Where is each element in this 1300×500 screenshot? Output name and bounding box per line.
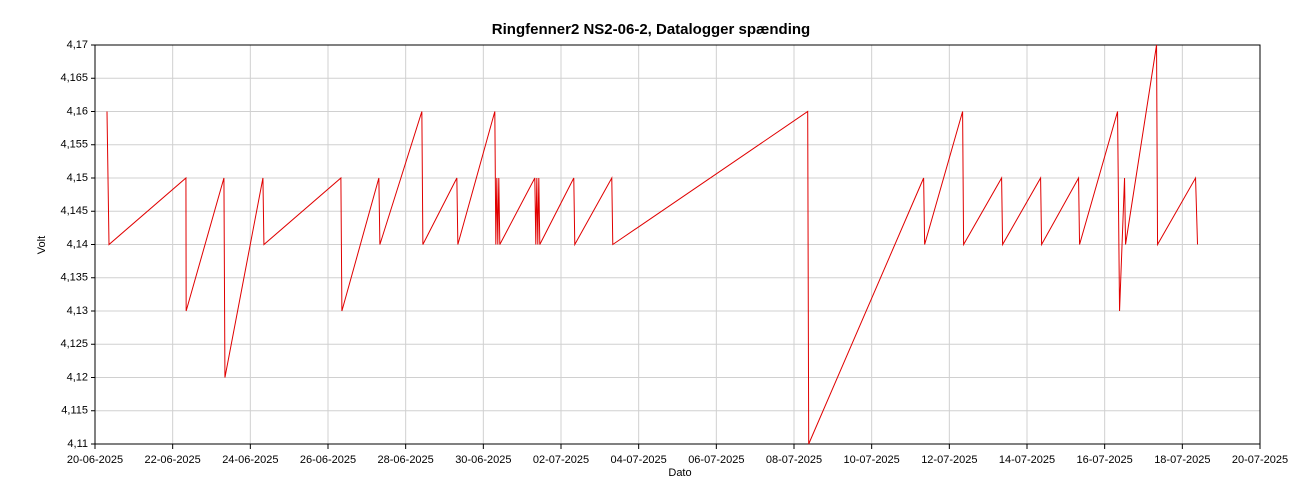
y-tick-label: 4,115: [61, 405, 88, 417]
x-tick-label: 10-07-2025: [844, 454, 900, 466]
x-tick-label: 28-06-2025: [378, 454, 434, 466]
x-tick-label: 20-07-2025: [1232, 454, 1288, 466]
x-tick-label: 26-06-2025: [300, 454, 356, 466]
chart-title: Ringfenner2 NS2-06-2, Datalogger spændin…: [492, 21, 810, 38]
x-tick-label: 02-07-2025: [533, 454, 589, 466]
plot-frame: [94, 44, 1261, 445]
x-tick-label: 14-07-2025: [999, 454, 1055, 466]
x-tick-label: 16-07-2025: [1077, 454, 1133, 466]
x-tick-label: 22-06-2025: [145, 454, 201, 466]
data-line: [106, 44, 1199, 445]
y-tick-label: 4,11: [67, 438, 88, 450]
y-tick-label: 4,12: [67, 371, 88, 383]
x-tick-label: 06-07-2025: [688, 454, 744, 466]
y-tick-label: 4,165: [60, 72, 88, 84]
x-tick-label: 24-06-2025: [222, 454, 278, 466]
x-axis-label: Dato: [668, 467, 691, 479]
x-tick-label: 20-06-2025: [67, 454, 123, 466]
y-tick-label: 4,155: [60, 139, 88, 151]
y-tick-label: 4,14: [67, 238, 88, 250]
y-tick-label: 4,145: [60, 205, 88, 217]
x-tick-label: 04-07-2025: [611, 454, 667, 466]
y-tick-label: 4,16: [67, 105, 88, 117]
y-tick-label: 4,15: [67, 172, 88, 184]
x-tick-label: 12-07-2025: [921, 454, 977, 466]
y-axis-label: Volt: [36, 236, 48, 254]
y-tick-label: 4,125: [60, 338, 88, 350]
y-tick-label: 4,17: [67, 39, 88, 51]
y-tick-label: 4,13: [67, 305, 88, 317]
x-tick-label: 08-07-2025: [766, 454, 822, 466]
x-tick-label: 18-07-2025: [1154, 454, 1210, 466]
x-tick-label: 30-06-2025: [455, 454, 511, 466]
y-tick-label: 4,135: [60, 272, 88, 284]
